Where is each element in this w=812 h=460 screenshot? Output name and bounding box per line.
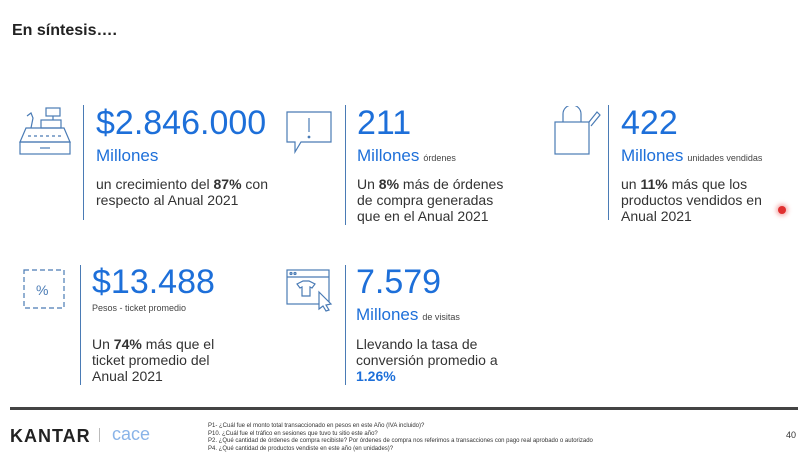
card-unit: Millones [96,146,158,166]
divider [80,265,81,385]
unit-note: de visitas [422,312,460,322]
divider [345,105,346,225]
card-unit: Millones de visitas [356,305,460,325]
desc-highlight: 1.26% [356,368,396,384]
footnote: P2. ¿Qué cantidad de órdenes de compra r… [208,438,593,444]
card-subtitle: Pesos - ticket promedio [92,303,187,313]
card-unit: Millones órdenes [357,146,456,166]
desc-text: un crecimiento del [96,176,214,192]
cash-register-icon [19,107,71,155]
desc-highlight: 74% [113,336,142,352]
kantar-logo: KANTAR [10,426,91,446]
card-description: Un 8% más de órdenes de compra generadas… [357,176,517,224]
mouse-pointer [778,206,786,214]
divider [83,105,84,220]
percent-tag-icon: % [23,269,65,309]
desc-highlight: 87% [213,176,242,192]
slide-title: En síntesis…. [12,22,117,39]
card-value: 422 [621,104,678,142]
desc-highlight: 11% [640,176,668,192]
unit-label: Millones [356,305,419,324]
page-number: 40 [786,430,797,440]
desc-text: más de órdenes de compra generadas que e… [357,176,504,224]
svg-text:%: % [36,282,48,298]
unit-label: Millones [357,146,420,165]
card-value: 7.579 [356,263,442,301]
desc-text: con respecto al Anual 2021 [96,176,269,208]
card-value: $2.846.000 [96,104,267,142]
desc-text: un [621,176,641,192]
desc-highlight: 8% [378,176,400,192]
footer-rule [10,407,798,410]
card-description: un 11% más que los productos vendidos en… [621,176,781,224]
footnote: P4. ¿Qué cantidad de productos vendiste … [208,445,394,452]
divider [608,105,609,220]
card-unit: Millones unidades vendidas [621,146,762,166]
unit-label: Millones [621,146,684,165]
divider [345,265,346,385]
logo-separator [99,428,100,442]
desc-text: Un [92,336,114,352]
cace-logo: cace [112,424,151,444]
unit-note: unidades vendidas [687,153,763,163]
footnote: P1- ¿Cuál fue el monto total transaccion… [208,423,425,429]
desc-text: más que los productos vendidos en Anual … [621,176,762,224]
browser-click-icon [286,269,333,312]
desc-text: Llevando la tasa de conversión promedio … [356,336,498,368]
desc-text: Un [357,176,379,192]
speech-bubble-exclamation-icon [286,111,332,155]
unit-label: Millones [96,146,159,165]
card-description: Llevando la tasa de conversión promedio … [356,336,506,384]
card-description: un crecimiento del 87% con respecto al A… [96,176,281,208]
shopping-bag-icon [554,106,601,155]
footnotes: P1- ¿Cuál fue el monto total transaccion… [208,423,593,453]
card-value: 211 [357,104,412,142]
footnote: P10. ¿Cuál fue el tráfico en sesiones qu… [208,430,378,437]
unit-note: órdenes [423,153,456,163]
card-description: Un 74% más que el ticket promedio del An… [92,336,242,384]
desc-text: más que el ticket promedio del Anual 202… [92,336,215,384]
card-value: $13.488 [92,263,215,301]
